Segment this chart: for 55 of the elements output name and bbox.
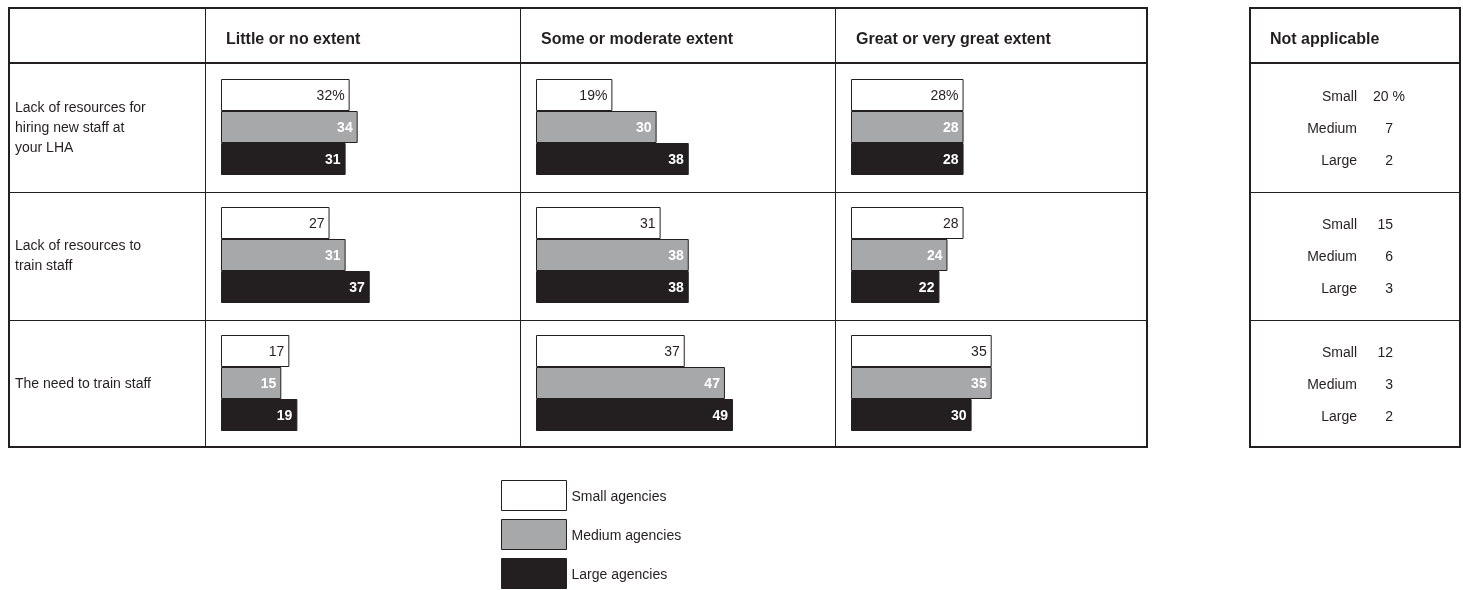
data-label: 37 xyxy=(664,343,680,359)
data-label: 22 xyxy=(918,279,935,295)
data-label: 38 xyxy=(668,279,684,295)
text: Large xyxy=(1321,408,1358,424)
data-label: 30 xyxy=(951,407,967,423)
data-label: 28 xyxy=(942,119,959,135)
data-label: 28% xyxy=(930,87,959,103)
data-label: 35 xyxy=(971,375,987,391)
y-tick-label: Lack of resources to train staff xyxy=(15,237,145,273)
y-tick-label: Lack of resources for hiring new staff at your LHA xyxy=(15,99,150,155)
data-label: 31 xyxy=(325,247,341,263)
text: Large xyxy=(1321,280,1358,296)
text: Small xyxy=(1321,216,1357,232)
data-label: 19% xyxy=(579,87,608,103)
data-label: 19 xyxy=(276,407,293,423)
chart-title: Some or moderate extent xyxy=(541,29,734,47)
legend-label: Small agencies xyxy=(571,487,667,504)
data-label: 27 xyxy=(308,215,325,231)
text: 3 xyxy=(1385,280,1394,296)
data-label: 38 xyxy=(668,247,684,263)
data-label: 15 xyxy=(260,375,277,391)
data-label: 49 xyxy=(712,407,729,423)
data-label: 35 xyxy=(971,343,987,359)
text: Small xyxy=(1321,344,1357,360)
text: 2 xyxy=(1385,408,1394,424)
data-label: 17 xyxy=(268,343,285,359)
y-tick-label: The need to train staff xyxy=(15,375,152,391)
text: 20 % xyxy=(1373,88,1405,104)
data-label: 28 xyxy=(942,215,959,231)
text: 3 xyxy=(1385,376,1394,392)
legend-label: Large agencies xyxy=(571,565,668,582)
text: 7 xyxy=(1385,120,1394,136)
text: 6 xyxy=(1385,248,1394,264)
text: 12 xyxy=(1377,344,1394,360)
text: Medium xyxy=(1307,376,1357,392)
text: 2 xyxy=(1385,152,1394,168)
chart-title: Great or very great extent xyxy=(856,29,1052,47)
data-label: 47 xyxy=(704,375,721,391)
data-label: 24 xyxy=(926,247,943,263)
data-label: 30 xyxy=(636,119,652,135)
data-label: 37 xyxy=(349,279,365,295)
text: Not applicable xyxy=(1270,29,1380,47)
text: Medium xyxy=(1307,248,1357,264)
data-label: 28 xyxy=(942,151,959,167)
data-label: 34 xyxy=(337,119,353,135)
text: Large xyxy=(1321,152,1358,168)
data-label: 31 xyxy=(640,215,656,231)
legend-label: Medium agencies xyxy=(571,526,682,543)
chart-title: Little or no extent xyxy=(226,29,361,47)
data-label: 32% xyxy=(316,87,345,103)
text: Medium xyxy=(1307,120,1357,136)
text: Small xyxy=(1321,88,1357,104)
text: 15 xyxy=(1377,216,1394,232)
data-label: 38 xyxy=(668,151,684,167)
data-label: 31 xyxy=(325,151,341,167)
